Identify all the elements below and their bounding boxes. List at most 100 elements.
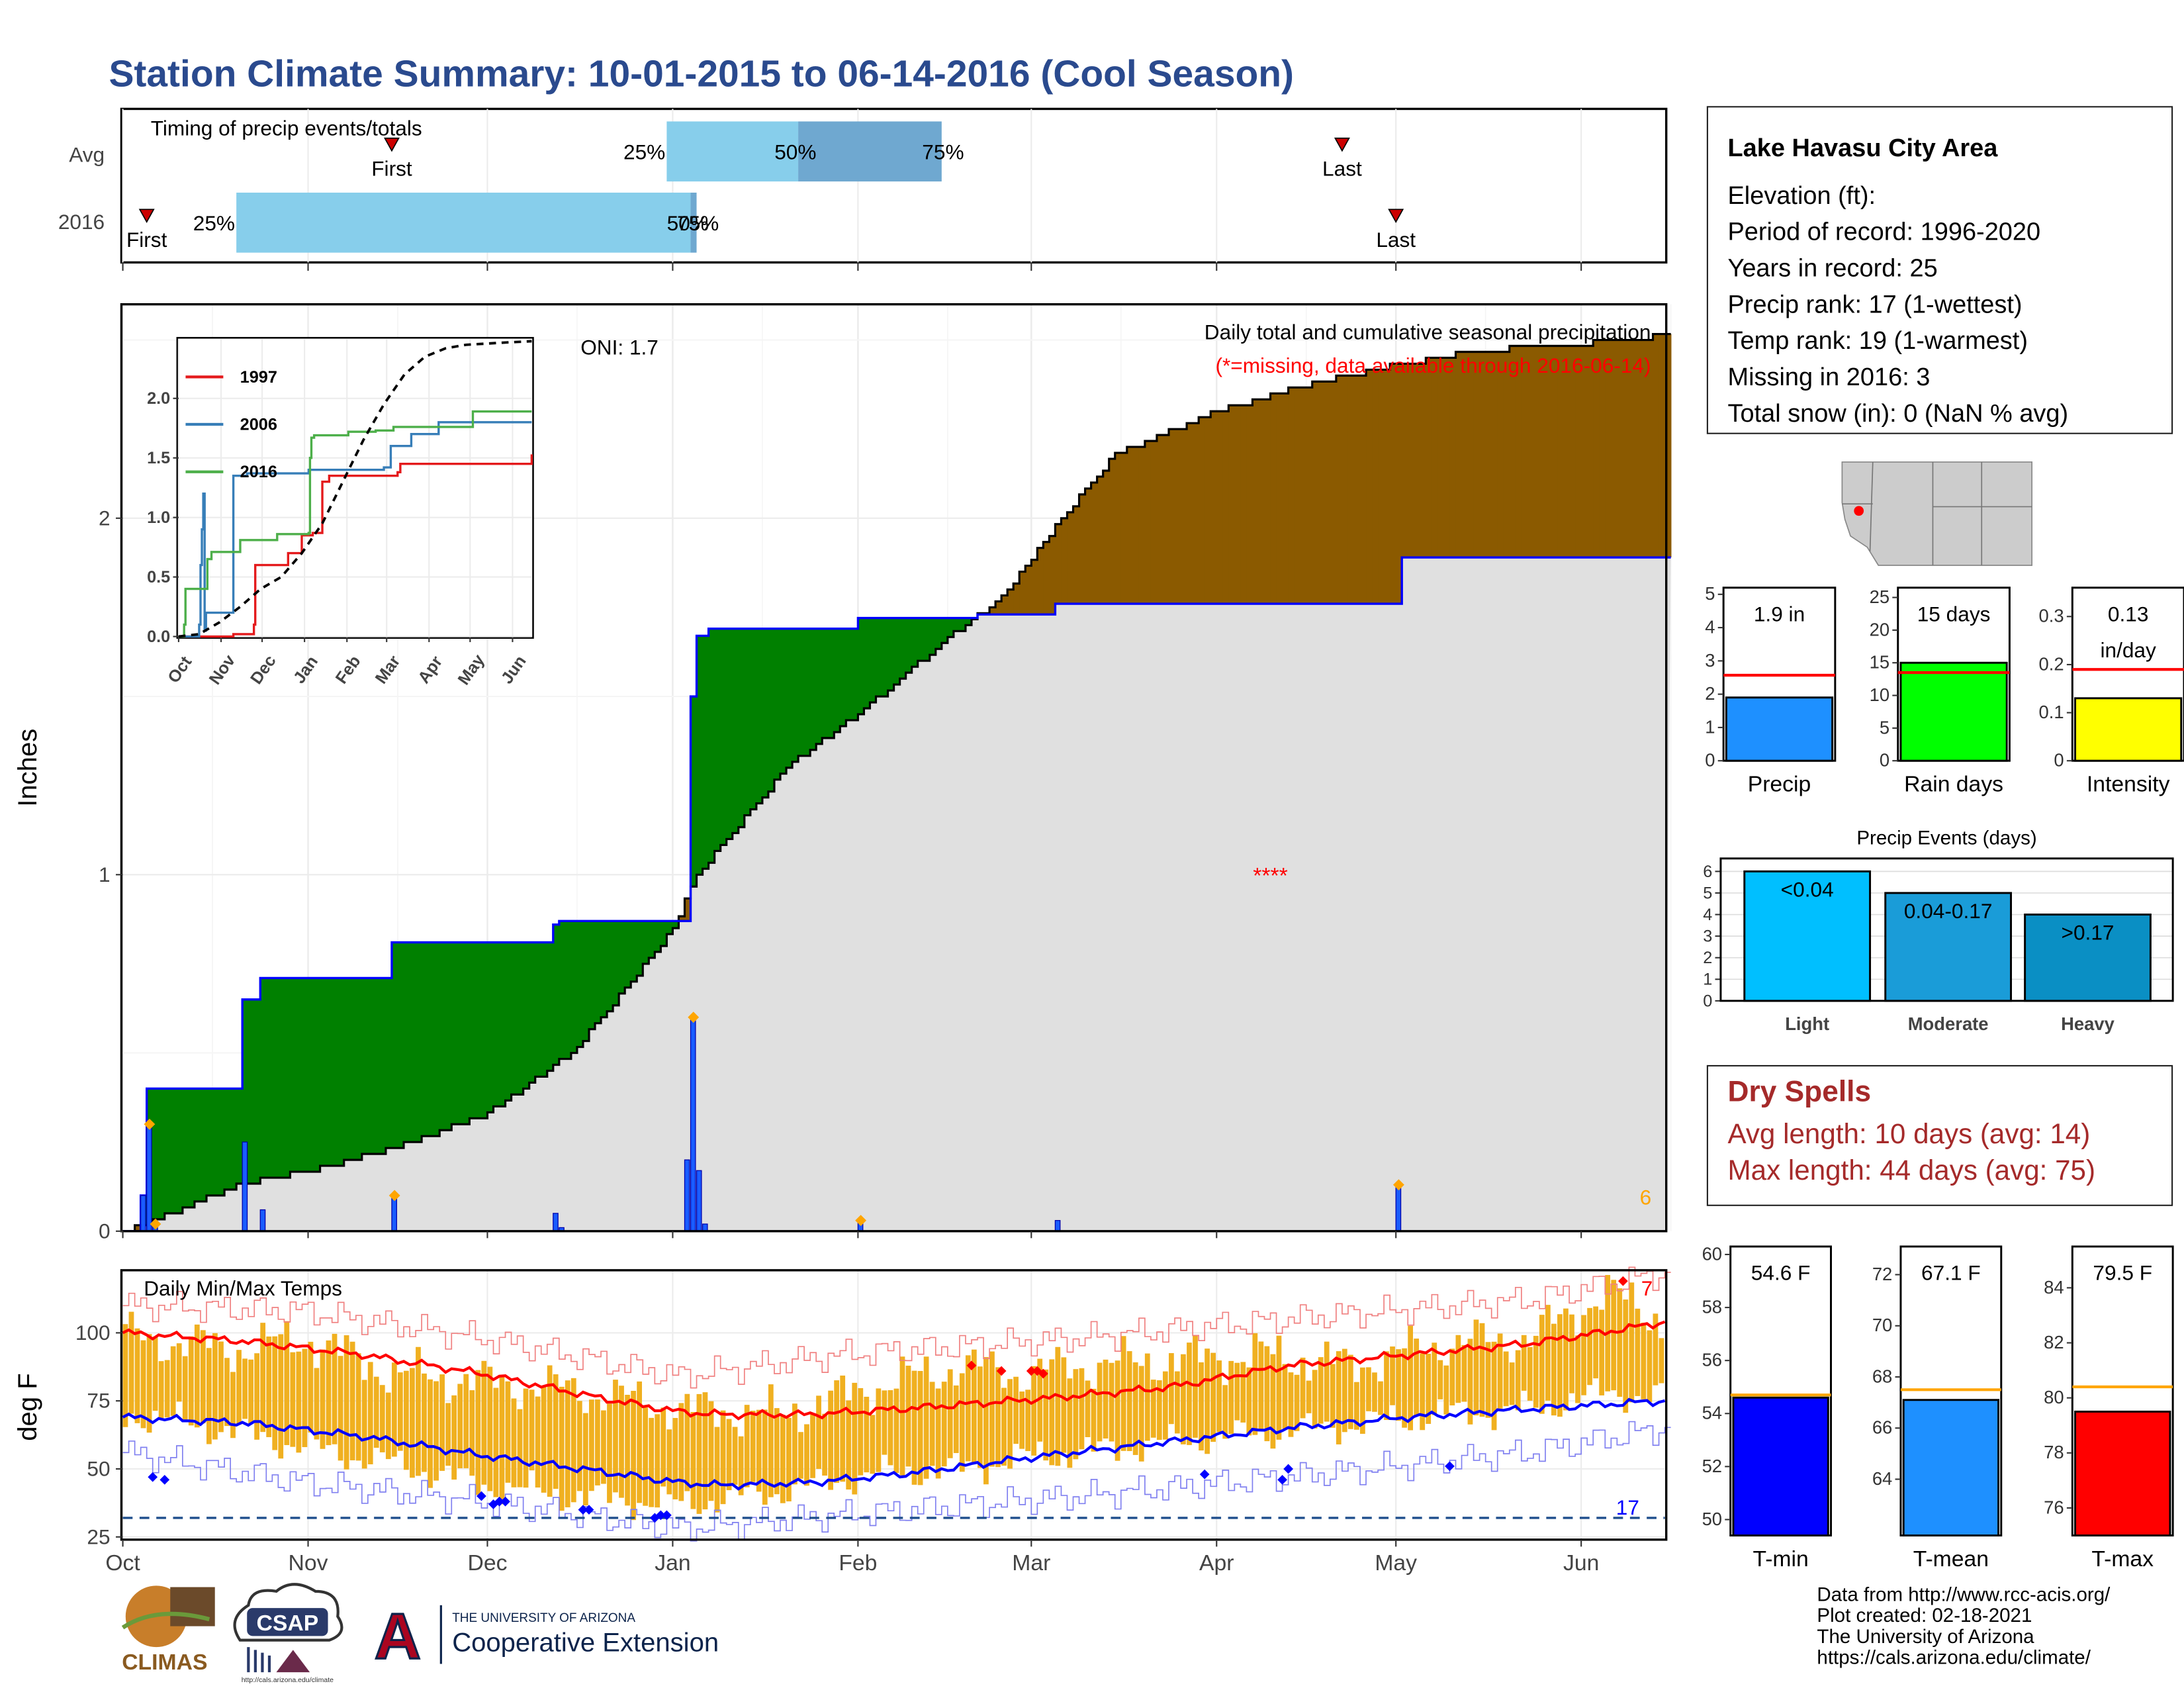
daily-temp-range-bar: [672, 1417, 678, 1499]
daily-temp-range-bar: [995, 1367, 1001, 1468]
daily-temp-range-bar: [140, 1340, 146, 1429]
avg-q50-label: 50%: [774, 140, 816, 164]
precip-deficit-bar: [1467, 352, 1475, 558]
precip-deficit-bar: [1527, 346, 1534, 558]
daily-temp-range-bar: [1653, 1313, 1659, 1386]
precip-surplus-bar: [660, 921, 668, 947]
temp-axes: 25 50 75 100 Oct Nov Dec Jan Feb Mar Apr May Jun: [75, 1321, 1600, 1576]
precip-deficit-bar: [1664, 334, 1672, 558]
ua-logo-line1: THE UNIVERSITY OF ARIZONA: [452, 1611, 635, 1625]
record-cold-marker: [1445, 1461, 1455, 1472]
daily-temp-range-bar: [266, 1336, 272, 1437]
climas-logo-swoosh: [121, 1611, 210, 1630]
inset-ytick-label: 1.0: [147, 508, 170, 527]
precip-deficit-bar: [1193, 423, 1200, 604]
precip-surplus-bar: [158, 1088, 165, 1219]
daily-temp-range-bar: [397, 1372, 403, 1451]
daily-temp-range-bar: [428, 1379, 433, 1488]
precip-surplus-bar: [428, 942, 435, 1137]
precip-surplus-bar: [852, 628, 859, 720]
daily-temp-range-bar: [284, 1321, 290, 1445]
mini-panel-ytick-label: 70: [1872, 1315, 1892, 1335]
daily-temp-range-bar: [1593, 1306, 1598, 1379]
precip-deficit-bar: [1150, 441, 1158, 604]
daily-temp-range-bar: [870, 1415, 876, 1474]
precip-frame: [120, 303, 1668, 1233]
daily-temp-range-bar: [200, 1330, 206, 1424]
daily-precip-bar: [259, 1209, 266, 1232]
daily-temp-range-bar: [1497, 1333, 1503, 1409]
precip-surplus-bar: [314, 978, 321, 1172]
precip-deficit-bar: [1557, 346, 1564, 558]
daily-temp-range-bar: [410, 1368, 415, 1478]
precip-deficit-bar: [1067, 512, 1074, 604]
climas-logo-text: CLIMAS: [122, 1650, 207, 1675]
precip-deficit-bar: [1181, 429, 1187, 604]
daily-temp-range-bar: [158, 1361, 164, 1419]
precip-deficit-bar: [1378, 369, 1385, 604]
precip-surplus-bar: [786, 628, 793, 768]
daily-temp-range-bar: [649, 1417, 655, 1507]
precip-surplus-bar: [965, 618, 972, 626]
csap-badge: [247, 1608, 328, 1636]
precip-deficit-bar: [1001, 595, 1009, 615]
temp-ytick-label: 100: [75, 1321, 111, 1344]
events-ytick-label: 5: [1703, 884, 1712, 902]
precip-deficit-bar: [1055, 524, 1062, 604]
ua-logo-line2: Cooperative Extension: [452, 1628, 719, 1658]
mini-panel-bar: [1725, 696, 1834, 762]
events-bar-label: >0.17: [2062, 920, 2115, 944]
daily-temp-range-bar: [983, 1356, 989, 1485]
daily-temp-range-bar: [978, 1366, 983, 1468]
events-ytick-label: 1: [1703, 970, 1712, 989]
daily-temp-range-bar: [690, 1411, 696, 1509]
daily-temp-range-bar: [1473, 1319, 1479, 1416]
precip-surplus-bar: [349, 978, 357, 1160]
precip-deficit-bar: [1432, 357, 1439, 558]
daily-temp-range-bar: [1025, 1390, 1031, 1452]
daily-temp-range-bar: [1342, 1348, 1347, 1433]
daily-temp-range-bar: [613, 1380, 618, 1493]
csap-rain: [247, 1647, 271, 1673]
temp-xtick-label: Apr: [1199, 1550, 1234, 1576]
events-category-label: Moderate: [1908, 1013, 1989, 1034]
mini-panel-category-label: Precip: [1748, 772, 1811, 797]
precip-deficit-bar: [1647, 340, 1654, 558]
precip-deficit-bar: [1461, 352, 1469, 558]
daily-temp-range-bar: [541, 1387, 547, 1493]
precip-surplus-bar: [941, 618, 948, 643]
inset-cumulative-chart: Oct Nov Dec Jan Feb Mar Apr May Jun0.00.51.01.52…: [147, 337, 534, 688]
daily-temp-range-bar: [1306, 1380, 1312, 1413]
precip-surplus-bar: [637, 921, 644, 976]
precip-surplus-bar: [953, 618, 960, 632]
daily-temp-range-bar: [893, 1388, 899, 1474]
timing-row-avg: Avg: [69, 143, 105, 167]
y2016-q75-label: 75%: [677, 211, 719, 235]
daily-temp-range-bar: [1234, 1362, 1240, 1421]
daily-temp-range-bar: [1408, 1325, 1414, 1431]
csap-url: http://cals.arizona.edu/climate: [242, 1676, 334, 1684]
logos: CLIMAS CSAP http://cals.arizona.edu/clim…: [121, 1583, 719, 1684]
daily-precip-bar: [1395, 1184, 1402, 1232]
temp-frame: [120, 1269, 1668, 1541]
precip-deficit-bar: [1414, 363, 1421, 558]
precip-deficit-bar: [1079, 494, 1086, 604]
daily-precip-bar: [140, 1195, 146, 1232]
events-bar-label: <0.04: [1781, 877, 1834, 901]
precip-deficit-bar: [1539, 346, 1546, 558]
precip-surplus-bar: [254, 999, 261, 1184]
precip-deficit-bar: [1599, 340, 1606, 558]
precip-surplus-bar: [559, 921, 566, 1059]
inset-legend-label: 1997: [240, 368, 277, 387]
mini-panel-ytick-label: 76: [2044, 1497, 2064, 1517]
precip-surplus-bar: [726, 628, 733, 839]
mini-panel-ytick-label: 68: [1872, 1366, 1892, 1386]
precip-deficit-bar: [134, 1225, 142, 1231]
mini-panel-ytick-label: 3: [1705, 650, 1715, 671]
mini-panel-value-label: 79.5 F: [2093, 1261, 2152, 1285]
daily-temp-range-bar: [1270, 1354, 1276, 1449]
inset-legend-label: 2006: [240, 415, 277, 434]
precip-subtitle: Daily total and cumulative seasonal prec…: [1205, 320, 1651, 344]
daily-temp-range-bar: [1396, 1349, 1401, 1421]
